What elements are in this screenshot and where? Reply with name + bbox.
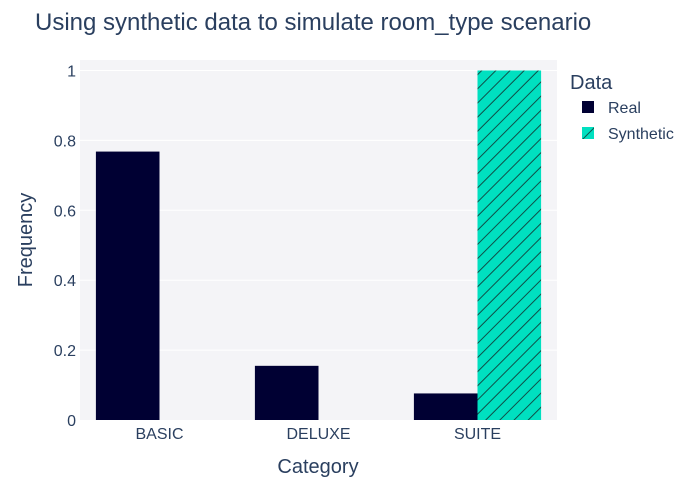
legend-label-real[interactable]: Real bbox=[608, 100, 641, 117]
bar-real-suite[interactable] bbox=[413, 393, 478, 420]
legend-title: Data bbox=[570, 72, 613, 94]
y-tick-label: 0 bbox=[67, 413, 76, 430]
y-axis-ticks: 0 0.2 0.4 0.6 0.8 1 bbox=[54, 63, 76, 430]
x-axis-ticks: BASIC DELUXE SUITE bbox=[135, 426, 501, 443]
x-tick-label: DELUXE bbox=[286, 426, 350, 443]
y-tick-label: 0.8 bbox=[54, 133, 76, 150]
bars bbox=[95, 70, 542, 420]
bar-real-deluxe[interactable] bbox=[254, 365, 319, 420]
legend-swatch-synthetic[interactable] bbox=[582, 127, 594, 139]
legend-items[interactable]: Real Synthetic bbox=[582, 100, 674, 143]
bar-synthetic-suite[interactable] bbox=[477, 70, 542, 420]
y-axis-title: Frequency bbox=[15, 193, 37, 288]
x-tick-label: SUITE bbox=[454, 426, 501, 443]
y-tick-label: 0.4 bbox=[54, 273, 76, 290]
chart-title: Using synthetic data to simulate room_ty… bbox=[35, 9, 591, 36]
y-tick-label: 1 bbox=[67, 63, 76, 80]
x-tick-label: BASIC bbox=[135, 426, 183, 443]
legend[interactable]: Data Real Synthetic bbox=[570, 72, 674, 143]
legend-swatch-real[interactable] bbox=[582, 101, 594, 113]
y-tick-label: 0.2 bbox=[54, 343, 76, 360]
bar-real-basic[interactable] bbox=[95, 151, 160, 420]
legend-label-synthetic[interactable]: Synthetic bbox=[608, 126, 674, 143]
x-axis-title: Category bbox=[277, 456, 358, 478]
y-tick-label: 0.6 bbox=[54, 203, 76, 220]
